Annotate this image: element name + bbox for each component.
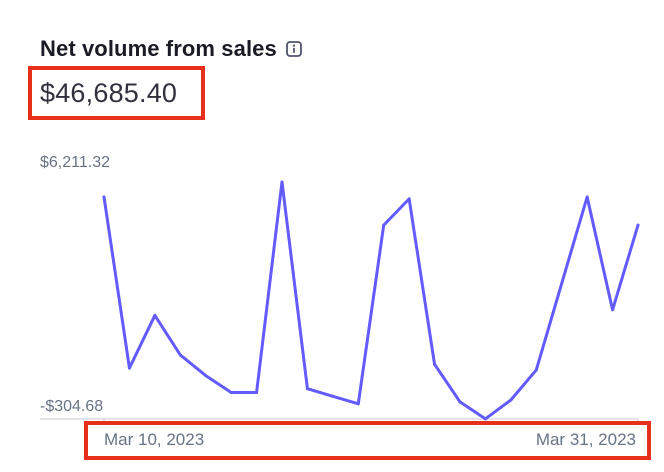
highlight-box-dates [84, 421, 651, 460]
data-point-18 [560, 281, 564, 285]
data-point-2 [153, 313, 157, 317]
data-point-20 [611, 308, 615, 312]
data-point-16 [509, 398, 513, 402]
chart-header: Net volume from sales [40, 34, 302, 64]
chart-title: Net volume from sales [40, 36, 277, 61]
data-point-13 [433, 362, 437, 366]
y-axis-max-label: $6,211.32 [40, 154, 110, 171]
data-point-19 [585, 195, 589, 199]
x-axis-start-label: Mar 10, 2023 [104, 430, 205, 449]
data-point-21 [636, 223, 640, 227]
info-icon[interactable] [285, 41, 302, 57]
x-axis-end-label: Mar 31, 2023 [535, 430, 636, 449]
data-point-15 [483, 417, 487, 421]
data-point-10 [356, 402, 360, 406]
data-point-4 [204, 374, 208, 378]
total-value: $46,685.40 [40, 78, 178, 108]
data-point-3 [178, 353, 182, 357]
data-point-8 [305, 387, 309, 391]
data-point-7 [280, 180, 284, 184]
data-point-14 [458, 400, 462, 404]
data-point-5 [229, 391, 233, 395]
data-point-6 [255, 391, 259, 395]
data-point-17 [534, 368, 538, 372]
y-axis-min-label: -$304.68 [40, 398, 104, 415]
data-point-12 [407, 197, 411, 201]
data-point-9 [331, 394, 335, 398]
series-line-0 [102, 180, 640, 421]
highlight-box-total [28, 66, 205, 120]
data-point-11 [382, 223, 386, 227]
data-point-0 [102, 195, 106, 199]
data-point-1 [127, 366, 131, 370]
